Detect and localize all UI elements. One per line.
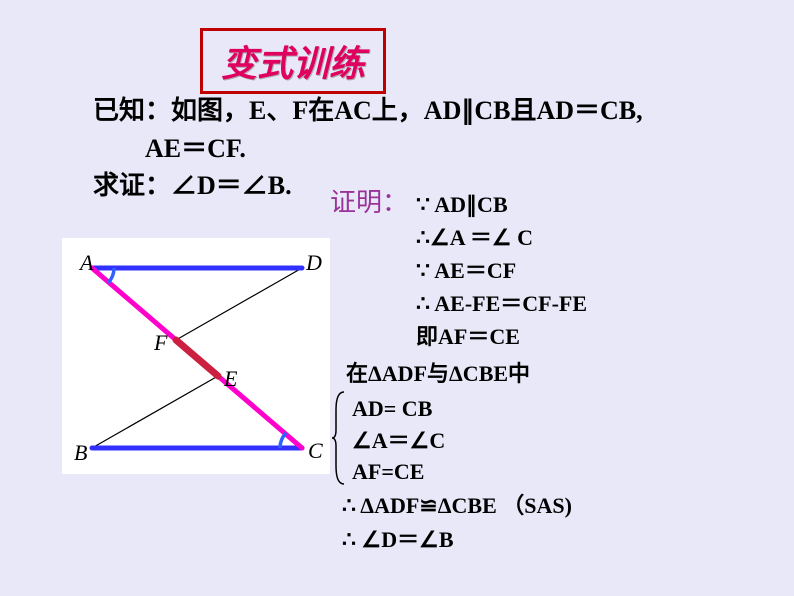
label-B: B — [74, 440, 87, 466]
title-text: 变式训练 — [221, 44, 365, 84]
proof-conclusion-1a: ∴ ΔADF≌ΔCBE — [342, 493, 502, 518]
proof-step-2: ∴∠A ＝∠ C — [416, 221, 587, 254]
brace-content: AD= CB ∠A＝∠C AF=CE — [352, 393, 445, 489]
diagram-svg — [62, 238, 330, 474]
proof-tail: ∴ ΔADF≌ΔCBE （SAS) ∴ ∠D＝∠B — [342, 489, 572, 557]
proof-body: ∵ AD∥CB ∴∠A ＝∠ C ∵ AE＝CF ∴ AE-FE＝CF-FE 即… — [416, 188, 587, 390]
proof-step-4: ∴ AE-FE＝CF-FE — [416, 287, 587, 320]
problem-line-1-prefix: 已知：如图， — [93, 96, 249, 125]
geometry-diagram: A D B C F E — [62, 238, 330, 474]
label-A: A — [80, 250, 93, 276]
proof-conclusion-1b: （SAS) — [502, 493, 572, 518]
proof-step-1: ∵ AD∥CB — [416, 188, 587, 221]
proof-step-6: 在ΔADF与ΔCBE中 — [346, 357, 587, 390]
problem-line-1-rest: E、F在AC上，AD∥CB且AD＝CB, — [249, 96, 643, 125]
label-E: E — [224, 366, 237, 392]
proof-conclusion-2: ∴ ∠D＝∠B — [342, 523, 572, 557]
label-F: F — [154, 330, 167, 356]
brace-block: AD= CB ∠A＝∠C AF=CE — [330, 390, 445, 491]
brace-line-3: AF=CE — [352, 456, 445, 488]
proof-step-3: ∵ AE＝CF — [416, 254, 587, 287]
title-box: 变式训练 — [200, 28, 386, 94]
proof-conclusion-1: ∴ ΔADF≌ΔCBE （SAS) — [342, 489, 572, 523]
problem-line-1: 已知：如图，E、F在AC上，AD∥CB且AD＝CB, — [54, 92, 734, 130]
proof-step-5: 即AF＝CE — [416, 320, 587, 353]
problem-line-2: AE＝CF. — [54, 130, 734, 168]
label-D: D — [306, 250, 322, 276]
proof-label: 证明： — [330, 182, 408, 219]
brace-line-2: ∠A＝∠C — [352, 425, 445, 457]
brace-line-1: AD= CB — [352, 393, 445, 425]
brace-icon — [330, 390, 348, 491]
label-C: C — [308, 438, 323, 464]
